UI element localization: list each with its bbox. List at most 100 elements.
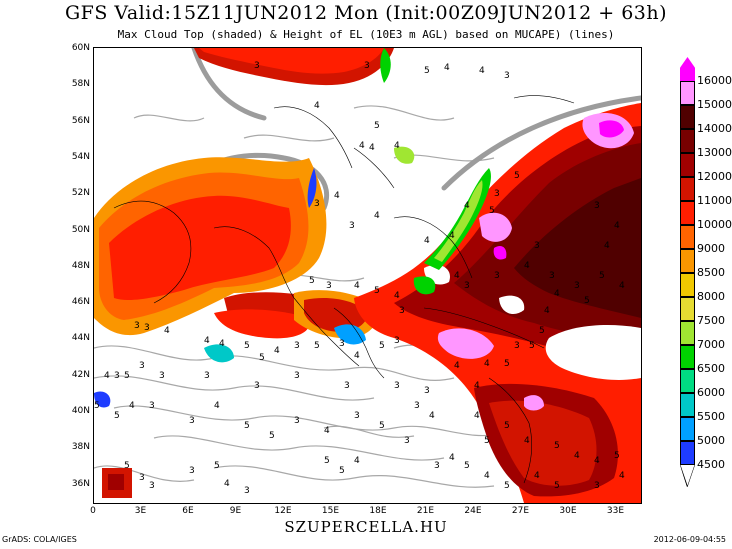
contour-label: 3: [424, 386, 430, 396]
colorbar-label: 12000: [697, 170, 732, 183]
colorbar-tail: [680, 465, 695, 487]
lat-label: 46N: [71, 297, 90, 308]
contour-label: 3: [254, 381, 260, 391]
contour-label: 4: [454, 361, 460, 371]
contour-label: 3: [134, 321, 140, 331]
contour-label: 4: [479, 66, 485, 76]
colorbar-cell: [680, 201, 695, 225]
fringe-shading: [94, 146, 491, 408]
contour-label: 5: [554, 441, 560, 451]
contour-label: 3: [464, 281, 470, 291]
colorbar-label: 5500: [697, 410, 725, 423]
contour-label: 5: [259, 353, 265, 363]
contour-label: 3: [326, 281, 332, 291]
contour-label: 3: [344, 381, 350, 391]
lat-label: 52N: [71, 188, 90, 199]
contour-label: 5: [504, 481, 510, 491]
contour-label: 3: [189, 416, 195, 426]
contour-label: 4: [374, 211, 380, 221]
contour-label: 4: [164, 326, 170, 336]
footer-timestamp: 2012-06-09-04:55: [653, 535, 726, 544]
contour-label: 5: [114, 411, 120, 421]
coastlines: [113, 95, 575, 484]
contour-label: 4: [524, 436, 530, 446]
contour-label: 3: [189, 466, 195, 476]
contour-label: 4: [614, 221, 620, 231]
contour-label: 5: [244, 421, 250, 431]
contour-label: 5: [584, 296, 590, 306]
colorbar-cell: [680, 249, 695, 273]
eastern-cloud-shading: [354, 103, 641, 503]
contour-label: 4: [474, 411, 480, 421]
colorbar-cell: [680, 225, 695, 249]
contour-label: 4: [224, 479, 230, 489]
contour-label: 5: [379, 421, 385, 431]
lon-label: 30E: [559, 506, 577, 516]
colorbar-cell: [680, 417, 695, 441]
contour-label: 4: [534, 471, 540, 481]
colorbar-label: 6000: [697, 386, 725, 399]
contour-label: 5: [124, 371, 130, 381]
contour-label: 3: [139, 361, 145, 371]
contour-label: 3: [534, 241, 540, 251]
contour-label: 4: [274, 346, 280, 356]
contour-label: 4: [104, 371, 110, 381]
northern-cloud-shading: [194, 48, 394, 86]
lat-label: 38N: [71, 442, 90, 453]
contour-label: 4: [574, 451, 580, 461]
contour-label: 4: [449, 453, 455, 463]
contour-label: 3: [244, 486, 250, 496]
colorbar-cell: [680, 177, 695, 201]
contour-label: 4: [214, 401, 220, 411]
lon-label: 3E: [134, 506, 147, 516]
contour-label: 3: [414, 401, 420, 411]
map-title: GFS Valid:15Z11JUN2012 Mon (Init:00Z09JU…: [64, 2, 668, 24]
colorbar-label: 6500: [697, 362, 725, 375]
contour-label: 5: [269, 431, 275, 441]
map-subtitle: Max Cloud Top (shaded) & Height of EL (1…: [117, 28, 615, 41]
contour-label: 3: [314, 199, 320, 209]
contour-label: 5: [464, 461, 470, 471]
colorbar-label: 5000: [697, 434, 725, 447]
lat-label: 48N: [71, 260, 90, 271]
contour-label: 5: [309, 276, 315, 286]
lat-label: 60N: [71, 43, 90, 53]
western-cloud-shading: [94, 157, 335, 339]
colorbar-label: 9000: [697, 242, 725, 255]
contour-label: 4: [424, 236, 430, 246]
contour-label: 5: [244, 341, 250, 351]
contour-label: 4: [594, 456, 600, 466]
contour-label: 5: [539, 326, 545, 336]
contour-label: 4: [444, 63, 450, 73]
contour-label: 5: [314, 341, 320, 351]
contour-label: 3: [594, 481, 600, 491]
contour-label: 3: [549, 271, 555, 281]
lon-label: 24E: [464, 506, 482, 516]
contour-label: 3: [159, 371, 165, 381]
lon-label: 33E: [606, 506, 625, 516]
colorbar-label: 10000: [697, 218, 732, 231]
contour-label: 4: [129, 401, 135, 411]
contour-label: 3: [294, 371, 300, 381]
contour-label: 5: [214, 461, 220, 471]
lat-label: 44N: [71, 333, 90, 344]
contour-label: 4: [354, 281, 360, 291]
contour-label: 3: [494, 189, 500, 199]
contour-label: 3: [394, 381, 400, 391]
contour-label: 4: [334, 191, 340, 201]
contour-label: 5: [339, 466, 345, 476]
contour-label: 4: [604, 241, 610, 251]
colorbar-label: 16000: [697, 74, 732, 87]
contour-label: 4: [394, 141, 400, 151]
contour-label: 4: [619, 471, 625, 481]
colorbar-cell: [680, 393, 695, 417]
lon-label: 15E: [321, 506, 340, 516]
lat-label: 42N: [71, 369, 90, 380]
contour-label: 5: [504, 421, 510, 431]
lon-label: 18E: [369, 506, 387, 516]
contour-label: 4: [204, 336, 210, 346]
contour-label: 3: [434, 461, 440, 471]
colorbar-cell: [680, 129, 695, 153]
